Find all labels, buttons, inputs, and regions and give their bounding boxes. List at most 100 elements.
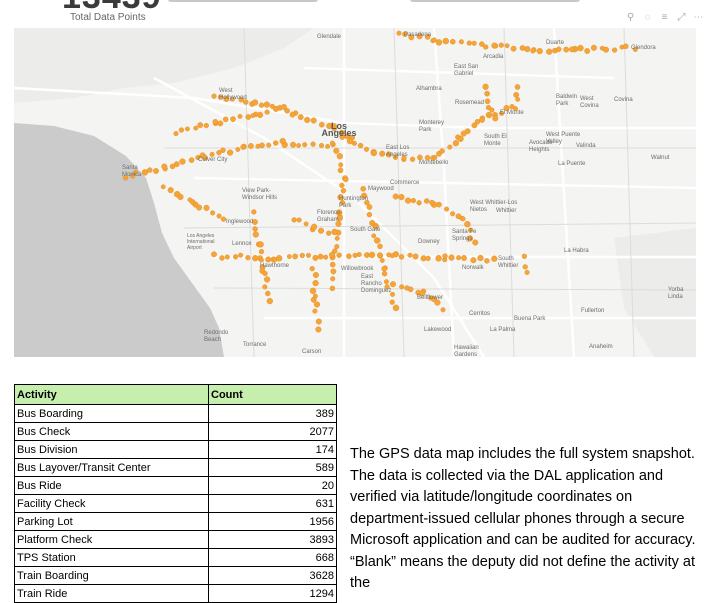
blurred-header [410,0,580,2]
table-row: Facility Check 631 [14,494,337,513]
gps-point [522,264,528,270]
gps-point [329,251,335,258]
map-label: Rosemead [455,100,485,106]
gps-point [325,144,330,149]
gps-point [329,285,336,292]
gps-point [289,111,296,118]
map-label: Lakewood [424,327,452,333]
map-label: West Hollywood [219,88,247,101]
gps-map[interactable]: Glendale Pasadena Duarte Glendora Arcadi… [14,28,696,357]
gps-point [315,326,322,333]
map-label: Whittier [496,208,517,214]
gps-point [357,142,364,149]
gps-point [184,126,190,132]
gps-point [450,211,456,217]
count-cell: 3628 [208,566,337,585]
gps-point [381,270,388,277]
gps-point [309,287,317,295]
gps-point [296,217,302,223]
gps-point [439,148,445,154]
gps-point [286,254,292,260]
table-row: Bus Check 2077 [14,422,337,441]
gps-point [371,233,377,239]
gps-point [366,211,373,218]
map-label: Anaheim [589,344,613,350]
gps-point [275,255,283,262]
gps-point [442,37,449,45]
gps-point [297,114,304,121]
gps-point [515,97,521,102]
gps-points [122,30,638,333]
expand-icon[interactable]: ⤢ [677,12,686,23]
gps-point [318,121,325,128]
map-label: Arcadia [483,54,504,60]
gps-point [238,96,244,103]
activity-cell: TPS Station [14,548,209,567]
gps-point [521,253,528,259]
map-label: Santa Monica [122,165,142,178]
gps-point [312,308,318,314]
gps-point [258,102,265,108]
gps-point [122,175,129,181]
map-label: Culver City [198,157,228,163]
gps-point [304,116,311,124]
gps-point [306,252,312,258]
gps-point [482,83,489,90]
activity-cell: Bus Boarding [14,404,209,423]
gps-point [412,253,419,260]
gps-point [217,94,224,100]
gps-point [340,187,347,194]
gps-point [223,95,230,102]
gps-point [398,254,405,260]
gps-point [272,105,279,112]
gps-point [483,44,489,50]
gps-point [265,290,271,297]
gps-point [314,301,321,308]
map-label: West Puente Valley [546,132,581,145]
gps-point [471,122,478,129]
gps-point [440,307,446,313]
gps-point [329,140,335,146]
count-cell: 174 [208,440,337,459]
gps-point [338,162,344,168]
gps-point [230,96,235,102]
gps-point [177,193,184,201]
gps-point [211,251,217,258]
more-icon[interactable]: ⋯ [693,12,704,23]
gps-point [330,268,337,275]
filter-icon[interactable]: ◌ [644,12,651,23]
gps-point [524,46,531,53]
gps-point [503,105,510,112]
gps-point [405,197,412,204]
activity-table: Activity Count Bus Boarding 389 Bus Check… [14,384,337,603]
gps-point [351,140,357,146]
gps-point [425,255,431,262]
gps-point [251,99,259,106]
gps-point [189,199,196,205]
gps-point [435,39,443,46]
gps-point [335,220,342,227]
gps-point [326,230,332,236]
gps-point [379,258,385,263]
activity-cell: Facility Check [14,494,209,513]
gps-point [310,141,316,147]
gps-point [389,253,395,259]
gps-point [216,213,222,219]
gps-point [336,153,343,160]
gps-point [279,137,286,145]
map-label: Hawaiian Gardens [454,345,479,357]
gps-point [464,128,471,135]
gps-point [216,150,222,156]
gps-point [179,158,186,165]
filter-lines-icon[interactable]: ≡ [661,12,668,23]
gps-point [317,253,324,260]
gps-point [291,217,297,223]
gps-point [368,251,376,259]
gps-point [292,253,298,260]
gps-point [466,235,474,242]
gps-point [484,258,490,264]
activity-cell: Bus Ride [14,476,209,495]
pin-icon[interactable]: ⚲ [626,12,635,23]
table-row: Train Ride 1294 [14,584,337,603]
gps-point [245,255,251,261]
